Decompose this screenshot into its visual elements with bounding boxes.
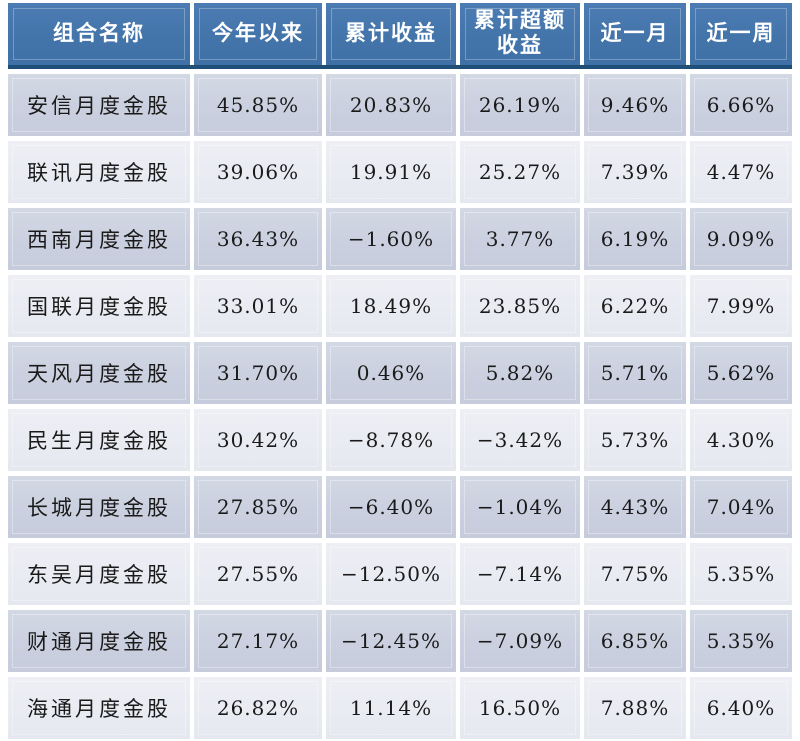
value-cell: 39.06% [194, 141, 322, 203]
portfolio-name-cell: 国联月度金股 [8, 275, 190, 337]
value-cell: 3.77% [460, 208, 580, 270]
value-cell: 11.14% [326, 677, 456, 739]
portfolio-name-cell: 东吴月度金股 [8, 543, 190, 605]
col-header-last-week: 近一周 [690, 3, 792, 65]
value-cell: 4.30% [690, 409, 792, 471]
value-cell: 45.85% [194, 74, 322, 136]
value-cell: −6.40% [326, 476, 456, 538]
table-body: 安信月度金股 45.85% 20.83% 26.19% 9.46% 6.66% 联讯月度金股… [8, 74, 792, 739]
value-cell: 5.35% [690, 610, 792, 672]
col-header-portfolio-name: 组合名称 [8, 3, 190, 65]
value-cell: 7.75% [584, 543, 686, 605]
value-cell: −1.60% [326, 208, 456, 270]
value-cell: −12.50% [326, 543, 456, 605]
value-cell: 6.85% [584, 610, 686, 672]
value-cell: 16.50% [460, 677, 580, 739]
value-cell: 6.22% [584, 275, 686, 337]
value-cell: 27.85% [194, 476, 322, 538]
value-cell: 0.46% [326, 342, 456, 404]
portfolio-name-cell: 天风月度金股 [8, 342, 190, 404]
value-cell: 36.43% [194, 208, 322, 270]
value-cell: 5.73% [584, 409, 686, 471]
portfolio-name-cell: 海通月度金股 [8, 677, 190, 739]
col-header-cumulative-excess-return: 累计超额收益 [460, 3, 580, 65]
value-cell: 5.82% [460, 342, 580, 404]
value-cell: 31.70% [194, 342, 322, 404]
value-cell: 7.39% [584, 141, 686, 203]
col-header-cumulative-return: 累计收益 [326, 3, 456, 65]
col-header-ytd-return: 今年以来 [194, 3, 322, 65]
value-cell: 4.43% [584, 476, 686, 538]
portfolio-name-cell: 财通月度金股 [8, 610, 190, 672]
value-cell: 6.66% [690, 74, 792, 136]
value-cell: 5.62% [690, 342, 792, 404]
value-cell: 18.49% [326, 275, 456, 337]
value-cell: 5.35% [690, 543, 792, 605]
value-cell: 26.82% [194, 677, 322, 739]
value-cell: 6.40% [690, 677, 792, 739]
value-cell: 7.04% [690, 476, 792, 538]
value-cell: 7.99% [690, 275, 792, 337]
portfolio-name-cell: 安信月度金股 [8, 74, 190, 136]
portfolio-name-cell: 民生月度金股 [8, 409, 190, 471]
value-cell: 9.46% [584, 74, 686, 136]
value-cell: 33.01% [194, 275, 322, 337]
value-cell: 20.83% [326, 74, 456, 136]
portfolio-name-cell: 联讯月度金股 [8, 141, 190, 203]
value-cell: 27.17% [194, 610, 322, 672]
value-cell: 23.85% [460, 275, 580, 337]
value-cell: −12.45% [326, 610, 456, 672]
value-cell: −3.42% [460, 409, 580, 471]
value-cell: −7.09% [460, 610, 580, 672]
value-cell: 30.42% [194, 409, 322, 471]
value-cell: 6.19% [584, 208, 686, 270]
value-cell: 25.27% [460, 141, 580, 203]
value-cell: −8.78% [326, 409, 456, 471]
portfolio-name-cell: 西南月度金股 [8, 208, 190, 270]
value-cell: 27.55% [194, 543, 322, 605]
value-cell: 7.88% [584, 677, 686, 739]
value-cell: −7.14% [460, 543, 580, 605]
value-cell: 4.47% [690, 141, 792, 203]
value-cell: 26.19% [460, 74, 580, 136]
value-cell: 9.09% [690, 208, 792, 270]
table-header-row: 组合名称 今年以来 累计收益 累计超额收益 近一月 近一周 [8, 3, 792, 69]
value-cell: 19.91% [326, 141, 456, 203]
value-cell: 5.71% [584, 342, 686, 404]
portfolio-name-cell: 长城月度金股 [8, 476, 190, 538]
value-cell: −1.04% [460, 476, 580, 538]
col-header-last-month: 近一月 [584, 3, 686, 65]
